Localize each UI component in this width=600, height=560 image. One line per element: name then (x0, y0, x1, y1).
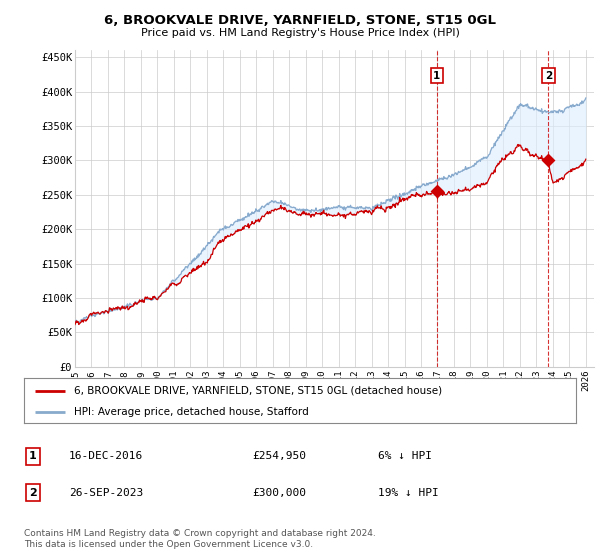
Text: Contains HM Land Registry data © Crown copyright and database right 2024.
This d: Contains HM Land Registry data © Crown c… (24, 529, 376, 549)
Text: 2: 2 (545, 71, 552, 81)
Text: £300,000: £300,000 (252, 488, 306, 498)
Text: £254,950: £254,950 (252, 451, 306, 461)
Text: 6, BROOKVALE DRIVE, YARNFIELD, STONE, ST15 0GL: 6, BROOKVALE DRIVE, YARNFIELD, STONE, ST… (104, 14, 496, 27)
Text: 1: 1 (433, 71, 440, 81)
Text: 6% ↓ HPI: 6% ↓ HPI (378, 451, 432, 461)
Text: 1: 1 (29, 451, 37, 461)
Text: 16-DEC-2016: 16-DEC-2016 (69, 451, 143, 461)
Text: Price paid vs. HM Land Registry's House Price Index (HPI): Price paid vs. HM Land Registry's House … (140, 28, 460, 38)
Point (432, 187, 442, 196)
Text: HPI: Average price, detached house, Stafford: HPI: Average price, detached house, Staf… (74, 407, 308, 417)
Text: 6, BROOKVALE DRIVE, YARNFIELD, STONE, ST15 0GL (detached house): 6, BROOKVALE DRIVE, YARNFIELD, STONE, ST… (74, 385, 442, 395)
Text: 26-SEP-2023: 26-SEP-2023 (69, 488, 143, 498)
Point (544, 156, 553, 165)
Text: 19% ↓ HPI: 19% ↓ HPI (378, 488, 439, 498)
Text: 2: 2 (29, 488, 37, 498)
